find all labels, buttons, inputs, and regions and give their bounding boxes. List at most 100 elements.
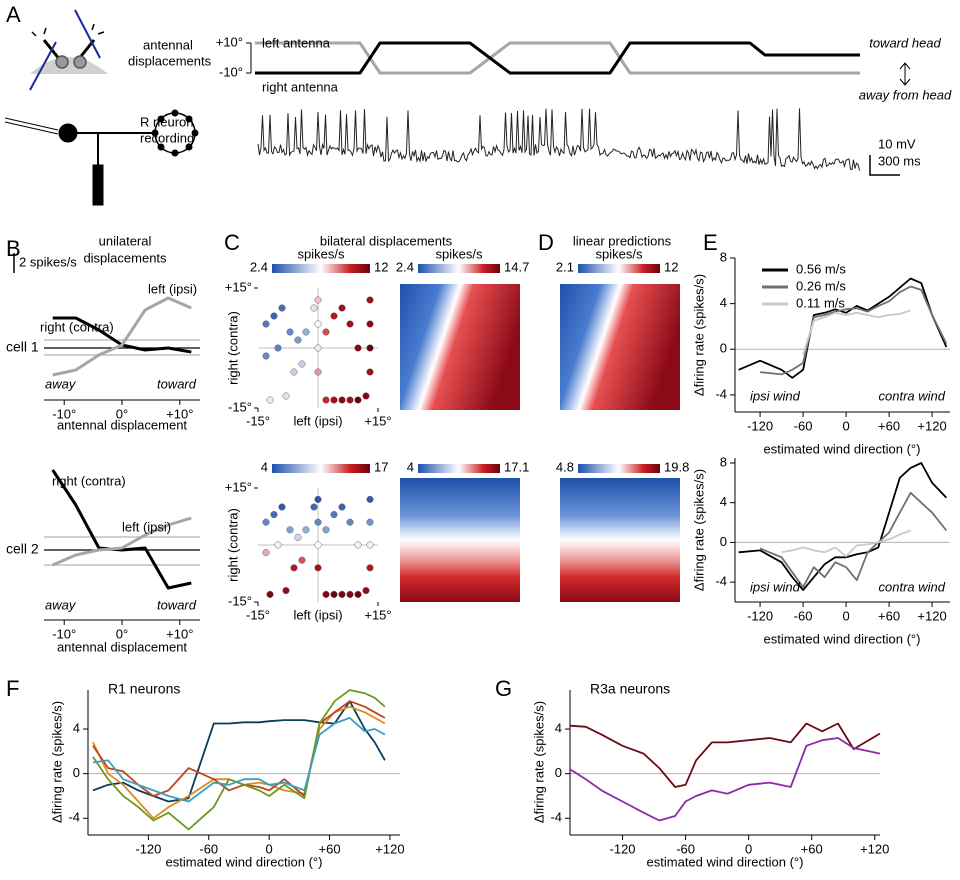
point [362,392,370,400]
x-tick-label: -10° [52,406,76,421]
y-tick-label: 0 [73,765,80,780]
schematic-label: antennal [143,37,193,52]
point [286,526,294,534]
x-tick-label: -60 [199,841,218,856]
colorbar [418,264,500,273]
series-line [738,462,948,591]
series-label: left (ipsi) [122,519,171,534]
point [322,396,330,404]
point [322,526,330,534]
series-line [760,285,948,376]
x-tick-label: 0 [266,841,273,856]
point [366,518,374,526]
x-tick-label: +60 [878,418,900,433]
legend-label: 0.11 m/s [796,295,845,310]
point [314,495,322,503]
y-axis-label: right (contra) [225,311,240,385]
x-tick-label: +60 [878,608,900,623]
y-tick-label: 4 [555,720,562,735]
annotation: ipsi wind [750,388,801,403]
colorbar [272,464,370,473]
series-line [52,296,192,377]
colorbar-min: 2.4 [250,259,268,274]
chart-title: cell 2 [6,541,39,557]
heatmap-image [560,284,680,410]
series-line [92,705,386,820]
point [314,564,322,572]
point [262,320,270,328]
colorbar-min: 2.1 [556,259,574,274]
point [322,328,330,336]
panel-title: bilateral displacements [320,233,453,248]
x-tick-label: -15° [246,413,270,428]
heatmap-image [560,478,680,602]
panel-label: D [538,230,554,255]
colorbar-max: 14.7 [504,259,529,274]
x-tick-label: 0° [116,626,128,641]
point [322,590,330,598]
panel-title: linear predictions [573,233,672,248]
point [346,320,354,328]
point [314,320,322,328]
panel-label: A [6,2,21,27]
point [270,312,278,320]
colorbar-max: 12 [664,259,678,274]
x-tick-label: 0° [116,406,128,421]
y-tick-label: 8 [720,454,727,469]
y-tick-label: 0 [720,534,727,549]
point [270,511,278,519]
point [314,541,322,549]
series-line [92,689,386,831]
y-tick-label: -4 [68,810,80,825]
point [330,312,338,320]
point [302,526,310,534]
x-tick-label: +60 [319,841,341,856]
point [314,296,322,304]
point [366,368,374,376]
point [274,541,282,549]
series-line [52,516,192,567]
colorbar [578,464,660,473]
x-axis-label: antennal displacement [57,417,187,432]
x-tick-label: +120 [917,608,946,623]
chart-title: R3a neurons [590,681,670,697]
y-tick-label: -4 [550,810,562,825]
y-axis-label: Δfiring rate (spikes/s) [691,469,706,591]
point [262,352,270,360]
panel-title: unilateral [99,233,152,248]
point [330,396,338,404]
panel-label: E [703,230,718,255]
y-tick-label: 0 [555,765,562,780]
annotation: toward [157,376,197,391]
scale-label: 10 mV [878,136,916,151]
point [338,304,346,312]
x-tick-label: -120 [747,608,773,623]
point [278,304,286,312]
point [338,396,346,404]
series-line [781,529,911,558]
series-line [51,469,192,590]
point [286,328,294,336]
x-tick-label: -60 [676,841,695,856]
series-line [255,41,860,75]
point [298,556,306,564]
panel-label: C [224,230,240,255]
point [294,533,302,541]
colorbar-max: 19.8 [664,459,689,474]
annotation: away from head [859,87,952,102]
series-label: right (contra) [52,473,126,488]
point [346,396,354,404]
y-axis-label: right (contra) [225,508,240,582]
point [314,518,322,526]
x-tick-label: +120 [860,841,889,856]
x-tick-label: +120 [375,841,404,856]
annotation: toward head [869,35,941,50]
y-tick-label: +15° [225,279,252,294]
x-axis-label: estimated wind direction (°) [647,854,804,869]
point [266,396,274,404]
point [282,392,290,400]
panel-label: B [6,236,21,261]
point [366,296,374,304]
x-tick-label: +120 [917,418,946,433]
